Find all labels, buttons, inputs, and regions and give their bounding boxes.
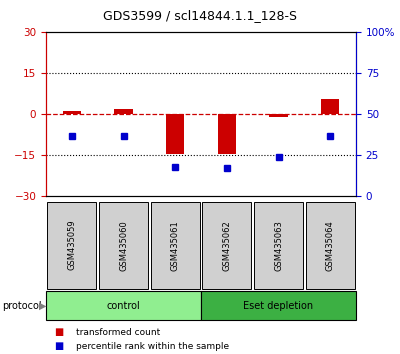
Text: GSM435060: GSM435060 <box>119 220 128 270</box>
Bar <box>270 114 288 117</box>
Text: GDS3599 / scl14844.1.1_128-S: GDS3599 / scl14844.1.1_128-S <box>103 9 297 22</box>
Text: Eset depletion: Eset depletion <box>244 301 314 311</box>
Text: GSM435059: GSM435059 <box>67 220 76 270</box>
Text: transformed count: transformed count <box>76 327 160 337</box>
Bar <box>218 114 236 154</box>
Text: control: control <box>107 301 140 311</box>
Text: GSM435061: GSM435061 <box>171 220 180 270</box>
Bar <box>321 99 339 114</box>
Text: ▶: ▶ <box>39 301 47 311</box>
Text: percentile rank within the sample: percentile rank within the sample <box>76 342 229 351</box>
Text: GSM435064: GSM435064 <box>326 220 335 270</box>
Text: GSM435063: GSM435063 <box>274 220 283 270</box>
Text: protocol: protocol <box>2 301 42 311</box>
Text: GSM435062: GSM435062 <box>222 220 231 270</box>
Bar <box>114 109 132 114</box>
Text: ■: ■ <box>54 341 63 351</box>
Bar <box>63 112 81 114</box>
Text: ■: ■ <box>54 327 63 337</box>
Bar <box>166 114 184 154</box>
